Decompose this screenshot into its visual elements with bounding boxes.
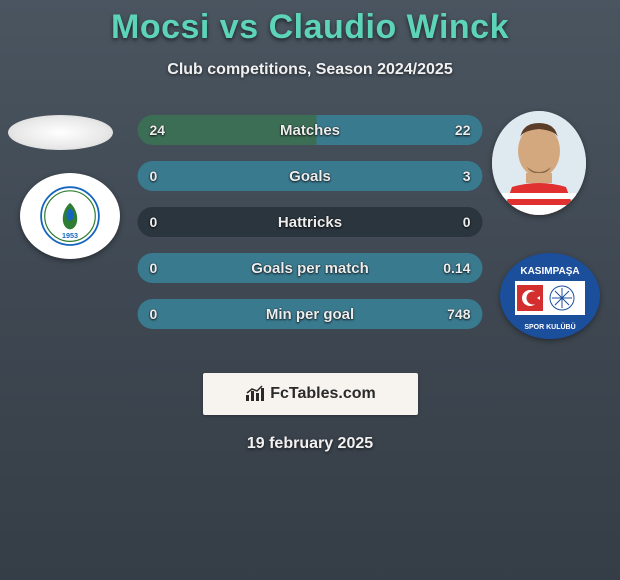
stat-label: Hattricks xyxy=(278,214,342,231)
subtitle: Club competitions, Season 2024/2025 xyxy=(0,61,620,79)
stat-value-left: 0 xyxy=(150,214,158,230)
stat-rows: 24 22 Matches 0 3 Goals 0 0 Hattricks 0 0.14 Goals … xyxy=(138,115,483,329)
player-right-photo xyxy=(492,111,586,215)
stat-value-left: 0 xyxy=(150,306,158,322)
stat-row: 0 0 Hattricks xyxy=(138,207,483,237)
stat-row: 24 22 Matches xyxy=(138,115,483,145)
page-title: Mocsi vs Claudio Winck xyxy=(0,8,620,47)
stat-row: 0 0.14 Goals per match xyxy=(138,253,483,283)
stat-label: Goals per match xyxy=(251,260,369,277)
stat-value-right: 22 xyxy=(455,122,471,138)
date: 19 february 2025 xyxy=(0,435,620,453)
stat-value-left: 0 xyxy=(150,168,158,184)
stat-label: Min per goal xyxy=(266,306,354,323)
stat-value-left: 24 xyxy=(150,122,166,138)
compare-area: 1953 xyxy=(0,115,620,355)
stat-value-right: 0.14 xyxy=(443,260,470,276)
comparison-card: Mocsi vs Claudio Winck Club competitions… xyxy=(0,0,620,580)
stat-value-left: 0 xyxy=(150,260,158,276)
stat-row: 0 3 Goals xyxy=(138,161,483,191)
svg-text:SPOR KULÜBÜ: SPOR KULÜBÜ xyxy=(524,322,575,331)
stat-value-right: 3 xyxy=(463,168,471,184)
club-left-logo: 1953 xyxy=(20,173,120,259)
club-right-text: KASIMPAŞA xyxy=(520,266,579,277)
stat-label: Matches xyxy=(280,122,340,139)
watermark: FcTables.com xyxy=(203,373,418,415)
stat-row: 0 748 Min per goal xyxy=(138,299,483,329)
club-right-logo: KASIMPAŞA SPOR KULÜBÜ xyxy=(500,253,600,339)
stat-value-right: 0 xyxy=(463,214,471,230)
stat-value-right: 748 xyxy=(447,306,470,322)
svg-text:1953: 1953 xyxy=(62,231,78,240)
watermark-text: FcTables.com xyxy=(270,385,376,403)
stat-label: Goals xyxy=(289,168,331,185)
chart-icon xyxy=(244,385,266,403)
player-left-photo xyxy=(8,115,113,150)
